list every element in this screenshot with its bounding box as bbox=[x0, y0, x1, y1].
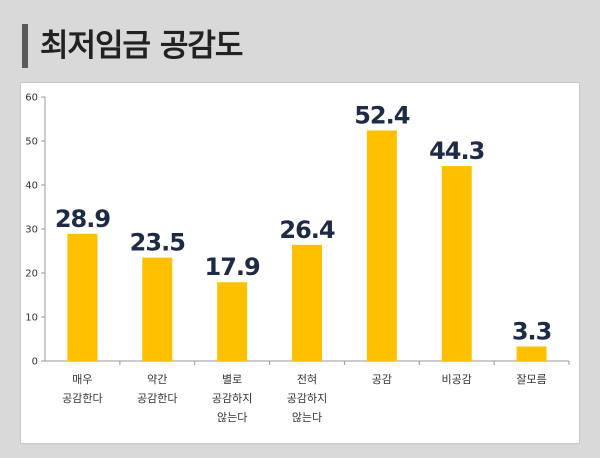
bar bbox=[292, 244, 322, 361]
bar-chart: 0 10 20 30 40 50 60 28.9 매우 공감한다 23.5 약간 공감한다 17.9 별로 공… bbox=[25, 93, 570, 424]
category-label: 비공감 bbox=[442, 373, 472, 386]
y-tick-label: 30 bbox=[25, 225, 38, 236]
y-tick-label: 10 bbox=[25, 313, 38, 324]
category-label: 약간 공감한다 bbox=[137, 372, 177, 405]
category-label: 공감 bbox=[372, 373, 392, 386]
title-accent-bar bbox=[22, 24, 28, 68]
data-label: 3.3 bbox=[512, 317, 552, 345]
category-label: 잘모름 bbox=[516, 373, 546, 386]
bar bbox=[217, 282, 248, 361]
category-label: 별로 공감하지 않는다 bbox=[212, 373, 252, 424]
data-label: 28.9 bbox=[55, 205, 111, 233]
data-label: 26.4 bbox=[279, 216, 335, 244]
category-label: 매우 공감한다 bbox=[62, 373, 102, 405]
category-label: 전혀 공감하지 않는다 bbox=[287, 373, 327, 424]
y-tick-label: 60 bbox=[25, 93, 38, 104]
bar bbox=[366, 130, 397, 361]
bar bbox=[67, 233, 98, 361]
page-title: 최저임금 공감도 bbox=[40, 28, 243, 64]
data-label: 23.5 bbox=[130, 229, 186, 257]
y-tick-label: 20 bbox=[25, 269, 38, 280]
data-label: 44.3 bbox=[429, 137, 484, 165]
y-tick-label: 40 bbox=[25, 181, 38, 192]
bar bbox=[516, 346, 547, 361]
bar bbox=[441, 166, 472, 361]
chart-panel: 0 10 20 30 40 50 60 28.9 매우 공감한다 23.5 약간 공감한다 17.9 별로 공… bbox=[20, 82, 580, 444]
y-tick-label: 0 bbox=[32, 357, 38, 368]
data-label: 17.9 bbox=[205, 253, 261, 281]
y-tick-label: 50 bbox=[25, 137, 38, 148]
data-label: 52.4 bbox=[354, 101, 410, 129]
bar bbox=[142, 257, 173, 361]
